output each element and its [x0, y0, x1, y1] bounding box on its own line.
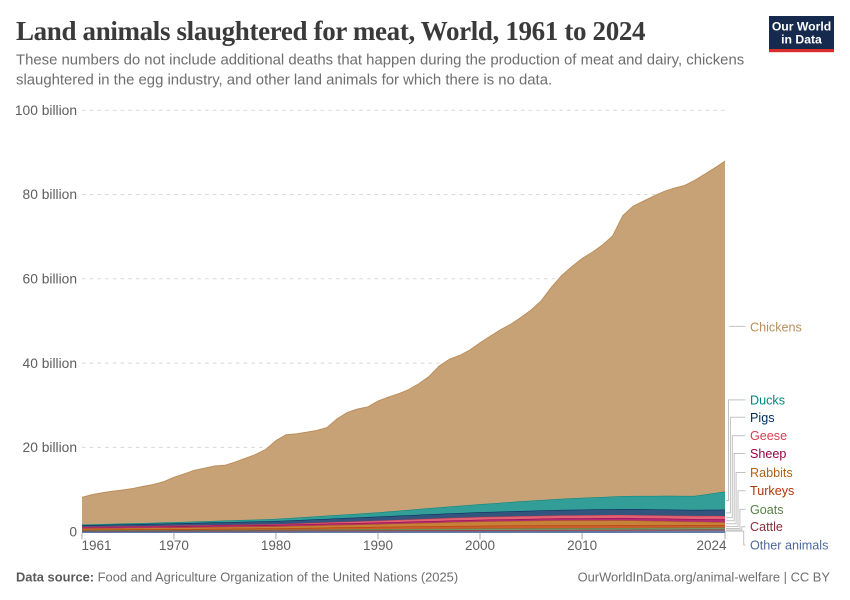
svg-text:2000: 2000 — [465, 538, 495, 553]
svg-text:slaughtered in the egg industr: slaughtered in the egg industry, and oth… — [16, 73, 552, 89]
svg-text:These numbers do not include a: These numbers do not include additional … — [16, 53, 744, 69]
svg-text:Geese: Geese — [750, 429, 787, 443]
svg-text:Other animals: Other animals — [750, 539, 828, 553]
svg-text:1980: 1980 — [261, 538, 291, 553]
svg-text:Pigs: Pigs — [750, 411, 775, 425]
svg-text:1961: 1961 — [82, 538, 112, 553]
svg-text:Goats: Goats — [750, 503, 784, 517]
svg-text:40 billion: 40 billion — [23, 356, 77, 371]
svg-text:1970: 1970 — [159, 538, 189, 553]
svg-text:Turkeys: Turkeys — [750, 484, 794, 498]
svg-text:OurWorldInData.org/animal-welf: OurWorldInData.org/animal-welfare | CC B… — [578, 570, 831, 585]
svg-text:2024: 2024 — [696, 538, 727, 553]
svg-text:Chickens: Chickens — [750, 321, 802, 335]
svg-text:Rabbits: Rabbits — [750, 466, 793, 480]
svg-text:2010: 2010 — [567, 538, 597, 553]
svg-text:Sheep: Sheep — [750, 447, 786, 461]
svg-text:in Data: in Data — [781, 33, 822, 47]
svg-text:Cattle: Cattle — [750, 520, 783, 534]
svg-text:80 billion: 80 billion — [23, 187, 77, 202]
svg-text:20 billion: 20 billion — [23, 440, 77, 455]
svg-text:0: 0 — [69, 524, 77, 539]
svg-text:Our World: Our World — [772, 20, 831, 34]
svg-text:Land animals slaughtered for m: Land animals slaughtered for meat, World… — [16, 16, 645, 46]
svg-text:Data source: Food and Agricult: Data source: Food and Agriculture Organi… — [16, 570, 458, 585]
svg-text:Ducks: Ducks — [750, 393, 785, 407]
svg-text:1990: 1990 — [363, 538, 393, 553]
svg-text:60 billion: 60 billion — [23, 272, 77, 287]
svg-text:100 billion: 100 billion — [15, 103, 77, 118]
